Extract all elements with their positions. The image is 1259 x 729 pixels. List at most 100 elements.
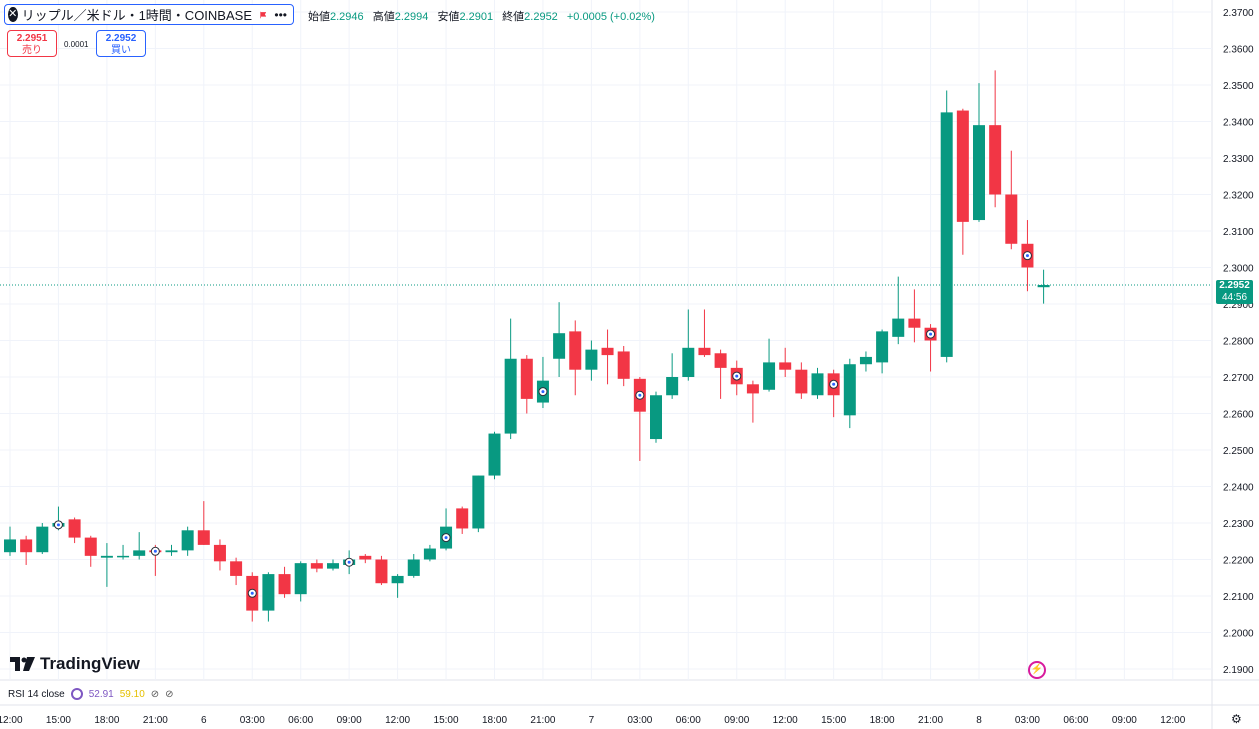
candle [359,554,372,564]
candle-body [973,125,985,221]
candle [827,369,840,418]
x-tick-label: 15:00 [46,715,71,726]
candle [149,544,162,576]
candle [343,550,356,575]
candle-body [811,373,824,396]
y-tick-label: 2.3000 [1223,264,1254,275]
close-label: 終値 [502,11,525,23]
candle [68,517,81,544]
candle-body [294,563,307,595]
candle-body [892,318,905,337]
tradingview-logo[interactable]: TradingView [10,654,140,674]
sell-button[interactable]: 2.2951 売り [7,30,57,57]
candles [4,70,1050,622]
buy-button[interactable]: 2.2952 買い [96,30,146,57]
x-tick-label: 21:00 [530,715,555,726]
candle-body [391,575,404,584]
candle [197,501,210,545]
x-tick-label: 18:00 [870,715,895,726]
rsi-legend[interactable]: RSI 14 close 52.91 59.10 ⊘ ⊘ [8,688,174,700]
candle [876,329,889,374]
y-tick-label: 2.2900 [1223,300,1254,311]
y-tick-label: 2.3100 [1223,227,1254,238]
spread-value: 0.0001 [64,40,89,49]
symbol-selector[interactable]: ✕ リップル／米ドル・1時間・COINBASE ••• [4,4,294,25]
candle [811,367,824,399]
candle-body [746,384,759,394]
candle [100,543,113,587]
candle-body [940,112,953,357]
price-axis[interactable]: 2.3700 2.3600 2.3500 2.3400 2.3300 2.3200 2.31… [1223,8,1254,676]
candle-body [843,364,856,416]
symbol-title[interactable]: リップル／米ドル・1時間・COINBASE [21,8,252,23]
candle [666,353,679,399]
y-tick-label: 2.2700 [1223,373,1254,384]
candle [472,475,485,533]
candle [989,70,1002,208]
candle [20,535,33,565]
x-tick-label: 09:00 [337,715,362,726]
open-label: 始値 [308,11,330,23]
x-tick-label: 7 [589,715,595,726]
candle-body [763,362,776,390]
x-tick-label: 21:00 [918,715,943,726]
gear-icon[interactable]: ⚙ [1231,712,1242,726]
x-tick-label: 15:00 [434,715,459,726]
x-tick-label: 18:00 [482,715,507,726]
hide-icon[interactable]: ⊘ [150,688,160,700]
candle-body [908,318,921,328]
candle-body [585,349,598,370]
x-tick-label: 12:00 [1160,715,1185,726]
y-tick-label: 2.3400 [1223,118,1254,129]
candle-body [133,550,146,556]
candle [440,508,453,551]
x-tick-label: 06:00 [288,715,313,726]
candle [843,358,856,429]
low-value: 2.2901 [459,11,494,23]
candle-body [68,519,81,538]
x-tick-label: 12:00 [773,715,798,726]
candle-body [520,358,533,399]
flag-icon[interactable] [260,10,267,20]
y-tick-label: 2.2500 [1223,446,1254,457]
candle-body [327,563,339,569]
time-axis[interactable]: 12:00 15:00 18:00 21:00 6 03:00 06:00 09:00 12:0… [0,715,1186,726]
target-marker-dot [250,591,254,595]
candle-body [197,530,210,545]
target-marker-dot [347,560,351,564]
candle-body [84,537,97,556]
candle [924,324,937,372]
more-options-icon[interactable]: ••• [274,7,287,22]
target-marker-dot [638,393,642,397]
candle-body [666,377,679,396]
candle-body [359,555,372,560]
candle-body [4,539,16,553]
candle-body [36,526,49,553]
candle [133,532,146,560]
candle [617,345,630,387]
candle [165,544,178,556]
candle [262,572,275,622]
high-label: 高値 [372,11,395,23]
candle [488,431,501,480]
hide-icon-2[interactable]: ⊘ [165,688,174,700]
candle [795,362,808,399]
candle [294,561,307,602]
close-icon[interactable]: ✕ [8,7,18,22]
x-tick-label: 09:00 [1112,715,1137,726]
x-tick-label: 06:00 [1063,715,1088,726]
candle [407,554,420,578]
candle-body [859,356,872,365]
lightning-icon[interactable]: ⚡ [1028,661,1046,679]
change-value: +0.0005 (+0.02%) [566,11,655,23]
candle-body [1037,285,1050,288]
candle [682,309,695,381]
y-tick-label: 2.3600 [1223,45,1254,56]
candle [1021,220,1034,292]
candle [892,276,905,345]
rsi-ma-value: 59.10 [119,688,145,700]
y-tick-label: 2.2800 [1223,337,1254,348]
candle [310,559,323,573]
candle [650,391,662,443]
